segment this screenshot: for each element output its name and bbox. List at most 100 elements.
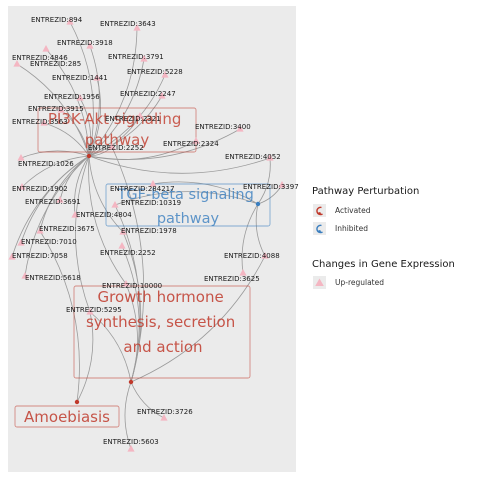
pathway-box-gh	[73, 285, 251, 379]
gene-node-2321[interactable]: ENTREZID:2321	[105, 112, 161, 123]
triangle-icon	[158, 92, 166, 99]
gene-node-2252[interactable]: ENTREZID:2252	[100, 242, 156, 257]
gene-label: ENTREZID:2252	[100, 249, 156, 257]
gene-node-285[interactable]: ENTREZID:285	[13, 60, 81, 68]
legend-key-activated	[313, 204, 326, 217]
gene-label: ENTREZID:2252	[88, 144, 144, 152]
gene-node-3400[interactable]: ENTREZID:3400	[195, 123, 251, 132]
gene-node-layer: ENTREZID:894 ENTREZID:3643 ENTREZID:3918 EN…	[8, 16, 299, 452]
gene-node-1902[interactable]: ENTREZID:1902	[12, 183, 68, 193]
gene-node-3915[interactable]: ENTREZID:3915	[28, 105, 84, 113]
edge-g5618-pi3k	[24, 155, 90, 277]
pathway-label-pi3k[interactable]: PI3K-Akt signaling pathway	[48, 110, 186, 149]
pathway-hub-gh[interactable]	[128, 379, 134, 385]
gene-label: ENTREZID:1956	[44, 93, 100, 101]
gene-node-3791[interactable]: ENTREZID:3791	[108, 53, 164, 62]
triangle-icon	[17, 239, 25, 246]
triangle-icon	[127, 445, 135, 452]
gene-node-3563[interactable]: ENTREZID:3563	[12, 118, 68, 126]
triangle-icon	[40, 119, 48, 126]
edge-g2321-pi3k	[88, 115, 141, 157]
gene-node-5603[interactable]: ENTREZID:5603	[103, 438, 159, 452]
triangle-icon	[86, 42, 94, 49]
pathway-label-gh[interactable]: Growth hormone synthesis, secretion and …	[86, 288, 240, 356]
triangle-icon	[42, 45, 50, 52]
edge-g3400-pi3k	[88, 128, 241, 160]
gene-node-5228[interactable]: ENTREZID:5228	[127, 68, 183, 78]
gene-node-5618[interactable]: ENTREZID:5618	[21, 272, 81, 282]
pathway-label-tgf[interactable]: TGF-beta signaling pathway	[117, 187, 259, 227]
edge-g10319-tgf	[114, 191, 259, 206]
gene-node-4846[interactable]: ENTREZID:4846	[12, 45, 68, 62]
gene-node-4052[interactable]: ENTREZID:4052	[225, 153, 281, 161]
gene-node-10000[interactable]: ENTREZID:10000	[102, 280, 162, 290]
gene-label: ENTREZID:3915	[28, 105, 84, 113]
curved-arrow-icon	[316, 224, 323, 234]
triangle-icon	[278, 181, 286, 188]
gene-node-2252x[interactable]: ENTREZID:2252	[88, 143, 144, 152]
edge-g3918-pi3k	[88, 45, 100, 157]
edge-g5295-gh	[89, 311, 132, 383]
gene-label: ENTREZID:4088	[224, 252, 280, 260]
pathway-label-gh-line2: synthesis, secretion	[86, 313, 235, 331]
edge-g1978-pi3k	[88, 155, 124, 233]
gene-node-10319[interactable]: ENTREZID:10319	[111, 199, 181, 208]
gene-label: ENTREZID:3643	[100, 20, 156, 28]
edge-g5603-gh	[124, 381, 132, 450]
triangle-icon	[108, 143, 116, 150]
legend-key-inhibited-bg	[313, 222, 326, 235]
edge-g3726-gh	[130, 381, 165, 419]
gene-node-3643[interactable]: ENTREZID:3643	[100, 20, 156, 31]
legend: Pathway Perturbation Activated Inhibited…	[312, 186, 455, 289]
gene-label: ENTREZID:5618	[25, 274, 81, 282]
pathway-label-amoebiasis[interactable]: Amoebiasis	[24, 408, 110, 426]
pathway-label-pi3k-line2: pathway	[85, 131, 150, 149]
gene-node-284217[interactable]: ENTREZID:284217	[110, 180, 175, 193]
gene-node-3918[interactable]: ENTREZID:3918	[57, 39, 113, 49]
triangle-icon	[133, 24, 141, 31]
gene-label: ENTREZID:3675	[39, 225, 95, 233]
gene-label: ENTREZID:10319	[121, 199, 181, 207]
gene-node-1441[interactable]: ENTREZID:1441	[52, 74, 108, 82]
gene-node-3625[interactable]: ENTREZID:3625	[204, 269, 260, 283]
gene-node-7010[interactable]: ENTREZID:7010	[17, 238, 77, 246]
gene-node-894[interactable]: ENTREZID:894	[31, 16, 83, 25]
edge-g10000-pi3k	[88, 155, 127, 285]
gene-node-4088[interactable]: ENTREZID:4088	[224, 252, 280, 260]
legend-label-upregulated: Up-regulated	[335, 278, 384, 287]
pathway-hub-amoeb[interactable]	[74, 399, 80, 405]
triangle-icon	[86, 308, 94, 315]
triangle-icon	[315, 278, 324, 286]
gene-node-4804[interactable]: ENTREZID:4804	[71, 211, 132, 219]
triangle-icon	[56, 196, 64, 203]
triangle-icon	[192, 137, 200, 144]
gene-node-2324[interactable]: ENTREZID:2324	[163, 137, 219, 148]
pathway-label-pi3k-line1: PI3K-Akt signaling	[48, 110, 182, 128]
gene-node-1956[interactable]: ENTREZID:1956	[44, 93, 100, 101]
gene-node-3691[interactable]: ENTREZID:3691	[25, 196, 81, 206]
gene-label: ENTREZID:1441	[52, 74, 108, 82]
pathway-hub-pi3k[interactable]	[86, 153, 92, 159]
gene-label: ENTREZID:7058	[12, 252, 68, 260]
edge-g4088-gh	[130, 255, 266, 383]
gene-label: ENTREZID:1978	[121, 227, 177, 235]
gene-node-7058[interactable]: ENTREZID:7058	[8, 252, 68, 260]
gene-node-3675[interactable]: ENTREZID:3675	[36, 225, 95, 234]
gene-label: ENTREZID:2321	[105, 115, 161, 123]
gene-node-2247[interactable]: ENTREZID:2247	[120, 90, 176, 99]
pathway-hub-tgf[interactable]	[255, 201, 261, 207]
gene-node-3397[interactable]: ENTREZID:3397	[243, 181, 299, 191]
edge-g4088-tgf	[255, 203, 266, 257]
gene-label: ENTREZID:3397	[243, 183, 299, 191]
gene-label: ENTREZID:4804	[76, 211, 132, 219]
gene-node-1026[interactable]: ENTREZID:1026	[17, 154, 74, 168]
triangle-icon	[76, 94, 84, 101]
gene-label: ENTREZID:894	[31, 16, 83, 24]
gene-node-5295[interactable]: ENTREZID:5295	[66, 306, 122, 315]
gene-node-3726[interactable]: ENTREZID:3726	[137, 408, 193, 421]
triangle-icon	[266, 154, 274, 161]
gene-node-1978[interactable]: ENTREZID:1978	[119, 227, 177, 235]
pathway-label-gh-line1: Growth hormone	[98, 288, 224, 306]
legend-label-inhibited: Inhibited	[335, 224, 368, 233]
